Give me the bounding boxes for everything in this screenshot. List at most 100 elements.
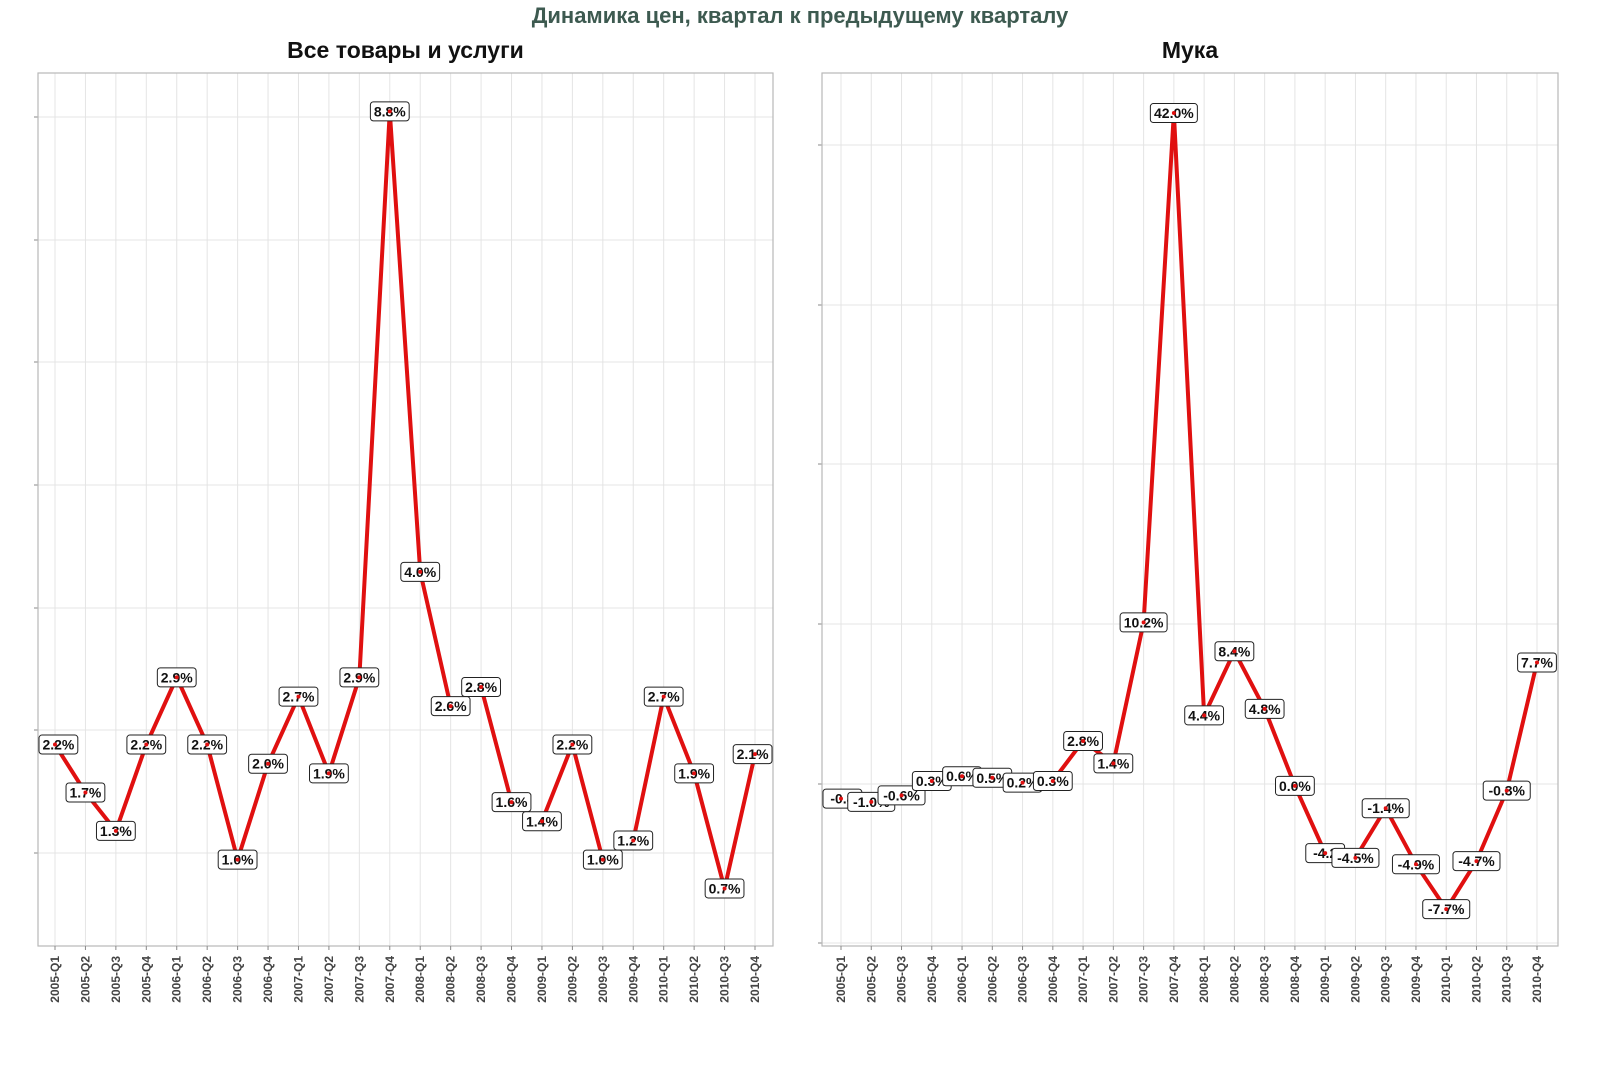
data-point xyxy=(326,771,331,776)
data-point xyxy=(113,828,118,833)
data-point xyxy=(1383,806,1388,811)
x-tick-label: 2009-Q1 xyxy=(1318,956,1332,1003)
x-tick-label: 2006-Q3 xyxy=(1016,956,1030,1003)
x-tick-label: 2005-Q2 xyxy=(864,956,878,1003)
x-tick-label: 2007-Q4 xyxy=(383,956,397,1003)
x-tick-label: 2010-Q2 xyxy=(687,956,701,1003)
data-point xyxy=(1081,738,1086,743)
data-point xyxy=(83,790,88,795)
data-point xyxy=(1535,660,1539,665)
grid xyxy=(34,73,773,946)
data-label-text: 2.2% xyxy=(42,737,74,753)
x-tick-label: 2007-Q2 xyxy=(322,956,336,1003)
data-point xyxy=(1020,780,1025,785)
data-point xyxy=(174,675,179,680)
data-point xyxy=(1262,706,1267,711)
data-point xyxy=(1292,783,1297,788)
x-tick-label: 2005-Q4 xyxy=(925,956,939,1003)
data-point xyxy=(1474,859,1479,864)
data-point xyxy=(661,694,666,699)
x-tick-label: 2005-Q1 xyxy=(48,956,62,1003)
data-point xyxy=(479,684,484,689)
data-point xyxy=(600,857,605,862)
x-tick-label: 2005-Q2 xyxy=(78,956,92,1003)
data-point xyxy=(899,793,904,798)
x-tick-label: 2005-Q1 xyxy=(834,956,848,1003)
chart-title-flour: Мука xyxy=(1161,37,1219,63)
data-point xyxy=(1111,761,1116,766)
x-tick-label: 2010-Q4 xyxy=(748,956,762,1003)
data-label: 2.8% xyxy=(1063,730,1103,751)
x-tick-label: 2008-Q4 xyxy=(1288,956,1302,1003)
main-title: Динамика цен, квартал к предыдущему квар… xyxy=(531,3,1069,28)
data-point xyxy=(631,838,636,843)
x-tick-label: 2008-Q1 xyxy=(413,956,427,1003)
data-point xyxy=(570,742,575,747)
x-tick-label: 2008-Q3 xyxy=(1258,956,1272,1003)
x-tick-label: 2006-Q3 xyxy=(231,956,245,1003)
x-tick-label: 2007-Q4 xyxy=(1167,956,1181,1003)
data-label: 2.2% xyxy=(38,734,79,755)
chart-title-all-goods: Все товары и услуги xyxy=(287,37,524,63)
data-point xyxy=(266,761,271,766)
data-point xyxy=(960,774,965,779)
x-tick-label: 2010-Q4 xyxy=(1530,956,1544,1003)
x-tick-label: 2006-Q1 xyxy=(170,956,184,1003)
data-point xyxy=(1323,851,1328,856)
data-point xyxy=(990,775,995,780)
data-label: 2.1% xyxy=(732,744,773,765)
data-point xyxy=(1050,779,1055,784)
grid xyxy=(818,73,1558,946)
x-tick-label: 2005-Q3 xyxy=(109,956,123,1003)
data-point xyxy=(1202,713,1207,718)
x-tick-label: 2007-Q1 xyxy=(291,956,305,1003)
data-point xyxy=(296,694,301,699)
x-tick-label: 2009-Q3 xyxy=(596,956,610,1003)
data-point xyxy=(1171,111,1176,116)
x-tick-label: 2006-Q2 xyxy=(985,956,999,1003)
data-point xyxy=(1413,862,1418,867)
x-tick-label: 2006-Q1 xyxy=(955,956,969,1003)
x-axis: 2005-Q1 2005-Q2 2005-Q3 2005-Q4 2006-Q1 2006-… xyxy=(834,946,1544,1003)
data-point xyxy=(144,742,149,747)
x-tick-label: 2007-Q3 xyxy=(1137,956,1151,1003)
x-tick-label: 2007-Q1 xyxy=(1076,956,1090,1003)
x-tick-label: 2010-Q3 xyxy=(718,956,732,1003)
series-line xyxy=(53,109,757,891)
x-tick-label: 2006-Q2 xyxy=(200,956,214,1003)
data-label-box xyxy=(38,734,79,755)
plot-frame xyxy=(37,72,774,947)
data-point xyxy=(722,886,727,891)
data-point xyxy=(839,796,843,801)
data-point xyxy=(1444,907,1449,912)
chart-flour: 2005-Q1 2005-Q2 2005-Q3 2005-Q4 2006-Q1 2006-… xyxy=(818,72,1559,1003)
x-tick-label: 2008-Q2 xyxy=(1227,956,1241,1003)
data-label-box xyxy=(732,744,773,765)
x-tick-label: 2008-Q3 xyxy=(474,956,488,1003)
data-point xyxy=(235,857,240,862)
x-tick-label: 2005-Q3 xyxy=(895,956,909,1003)
data-point xyxy=(448,704,453,709)
x-tick-label: 2009-Q3 xyxy=(1379,956,1393,1003)
data-labels: 2.2%1.7%1.3%2.2%2.9%2.2%1.0%2.0%2.7%1.9%… xyxy=(38,101,773,899)
x-tick-label: 2007-Q3 xyxy=(352,956,366,1003)
x-tick-label: 2010-Q3 xyxy=(1500,956,1514,1003)
chart-all-goods: 2005-Q1 2005-Q2 2005-Q3 2005-Q4 2006-Q1 2006-… xyxy=(34,72,774,1003)
x-tick-label: 2008-Q1 xyxy=(1197,956,1211,1003)
data-point xyxy=(1504,788,1509,793)
x-tick-label: 2006-Q4 xyxy=(261,956,275,1003)
plot-frame xyxy=(821,72,1559,947)
data-label-text: 2.1% xyxy=(737,746,769,762)
x-tick-label: 2007-Q2 xyxy=(1106,956,1120,1003)
data-point xyxy=(387,109,392,114)
data-point xyxy=(1232,649,1237,654)
x-tick-label: 2005-Q4 xyxy=(139,956,153,1003)
data-point xyxy=(509,800,514,805)
x-tick-label: 2009-Q2 xyxy=(1348,956,1362,1003)
data-point xyxy=(692,771,697,776)
x-tick-label: 2009-Q4 xyxy=(626,956,640,1003)
data-point xyxy=(1141,620,1146,625)
data-point xyxy=(753,752,757,757)
x-tick-label: 2009-Q4 xyxy=(1409,956,1423,1003)
